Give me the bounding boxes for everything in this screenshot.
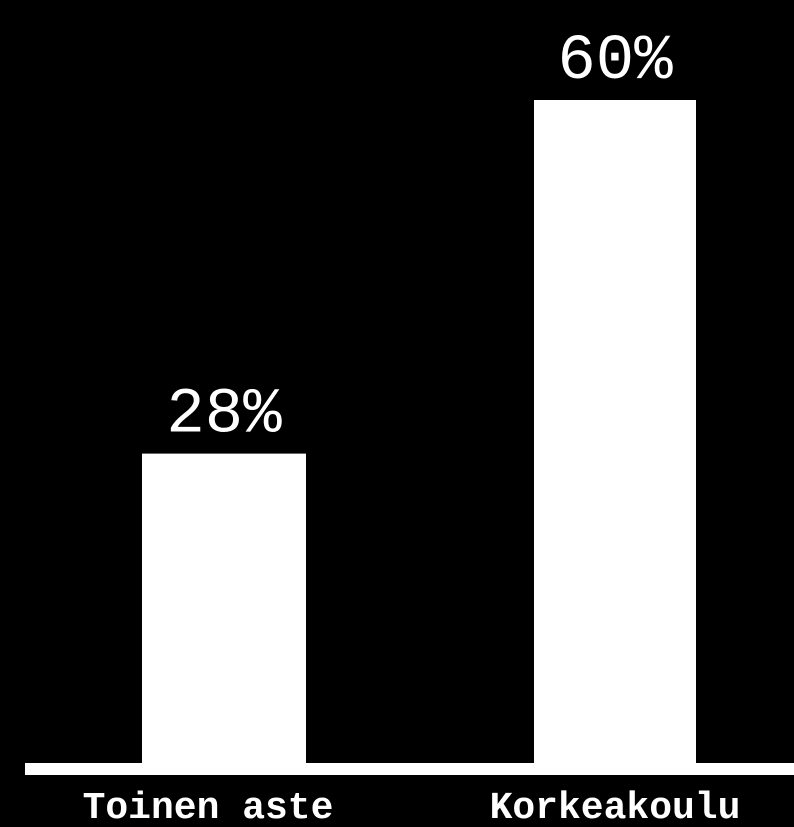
bar-toinen-aste xyxy=(142,453,306,763)
category-label-korkeakoulu: Korkeakoulu xyxy=(490,787,741,827)
x-axis-baseline xyxy=(25,763,794,775)
category-label-toinen-aste: Toinen aste xyxy=(83,787,334,827)
bar-value-label-toinen-aste: 28% xyxy=(166,380,282,452)
bar-korkeakoulu xyxy=(534,100,696,763)
labels-group: 28% 60% Toinen aste Korkeakoulu xyxy=(83,26,741,827)
bar-value-label-korkeakoulu: 60% xyxy=(557,26,673,98)
bars-group xyxy=(142,100,696,763)
